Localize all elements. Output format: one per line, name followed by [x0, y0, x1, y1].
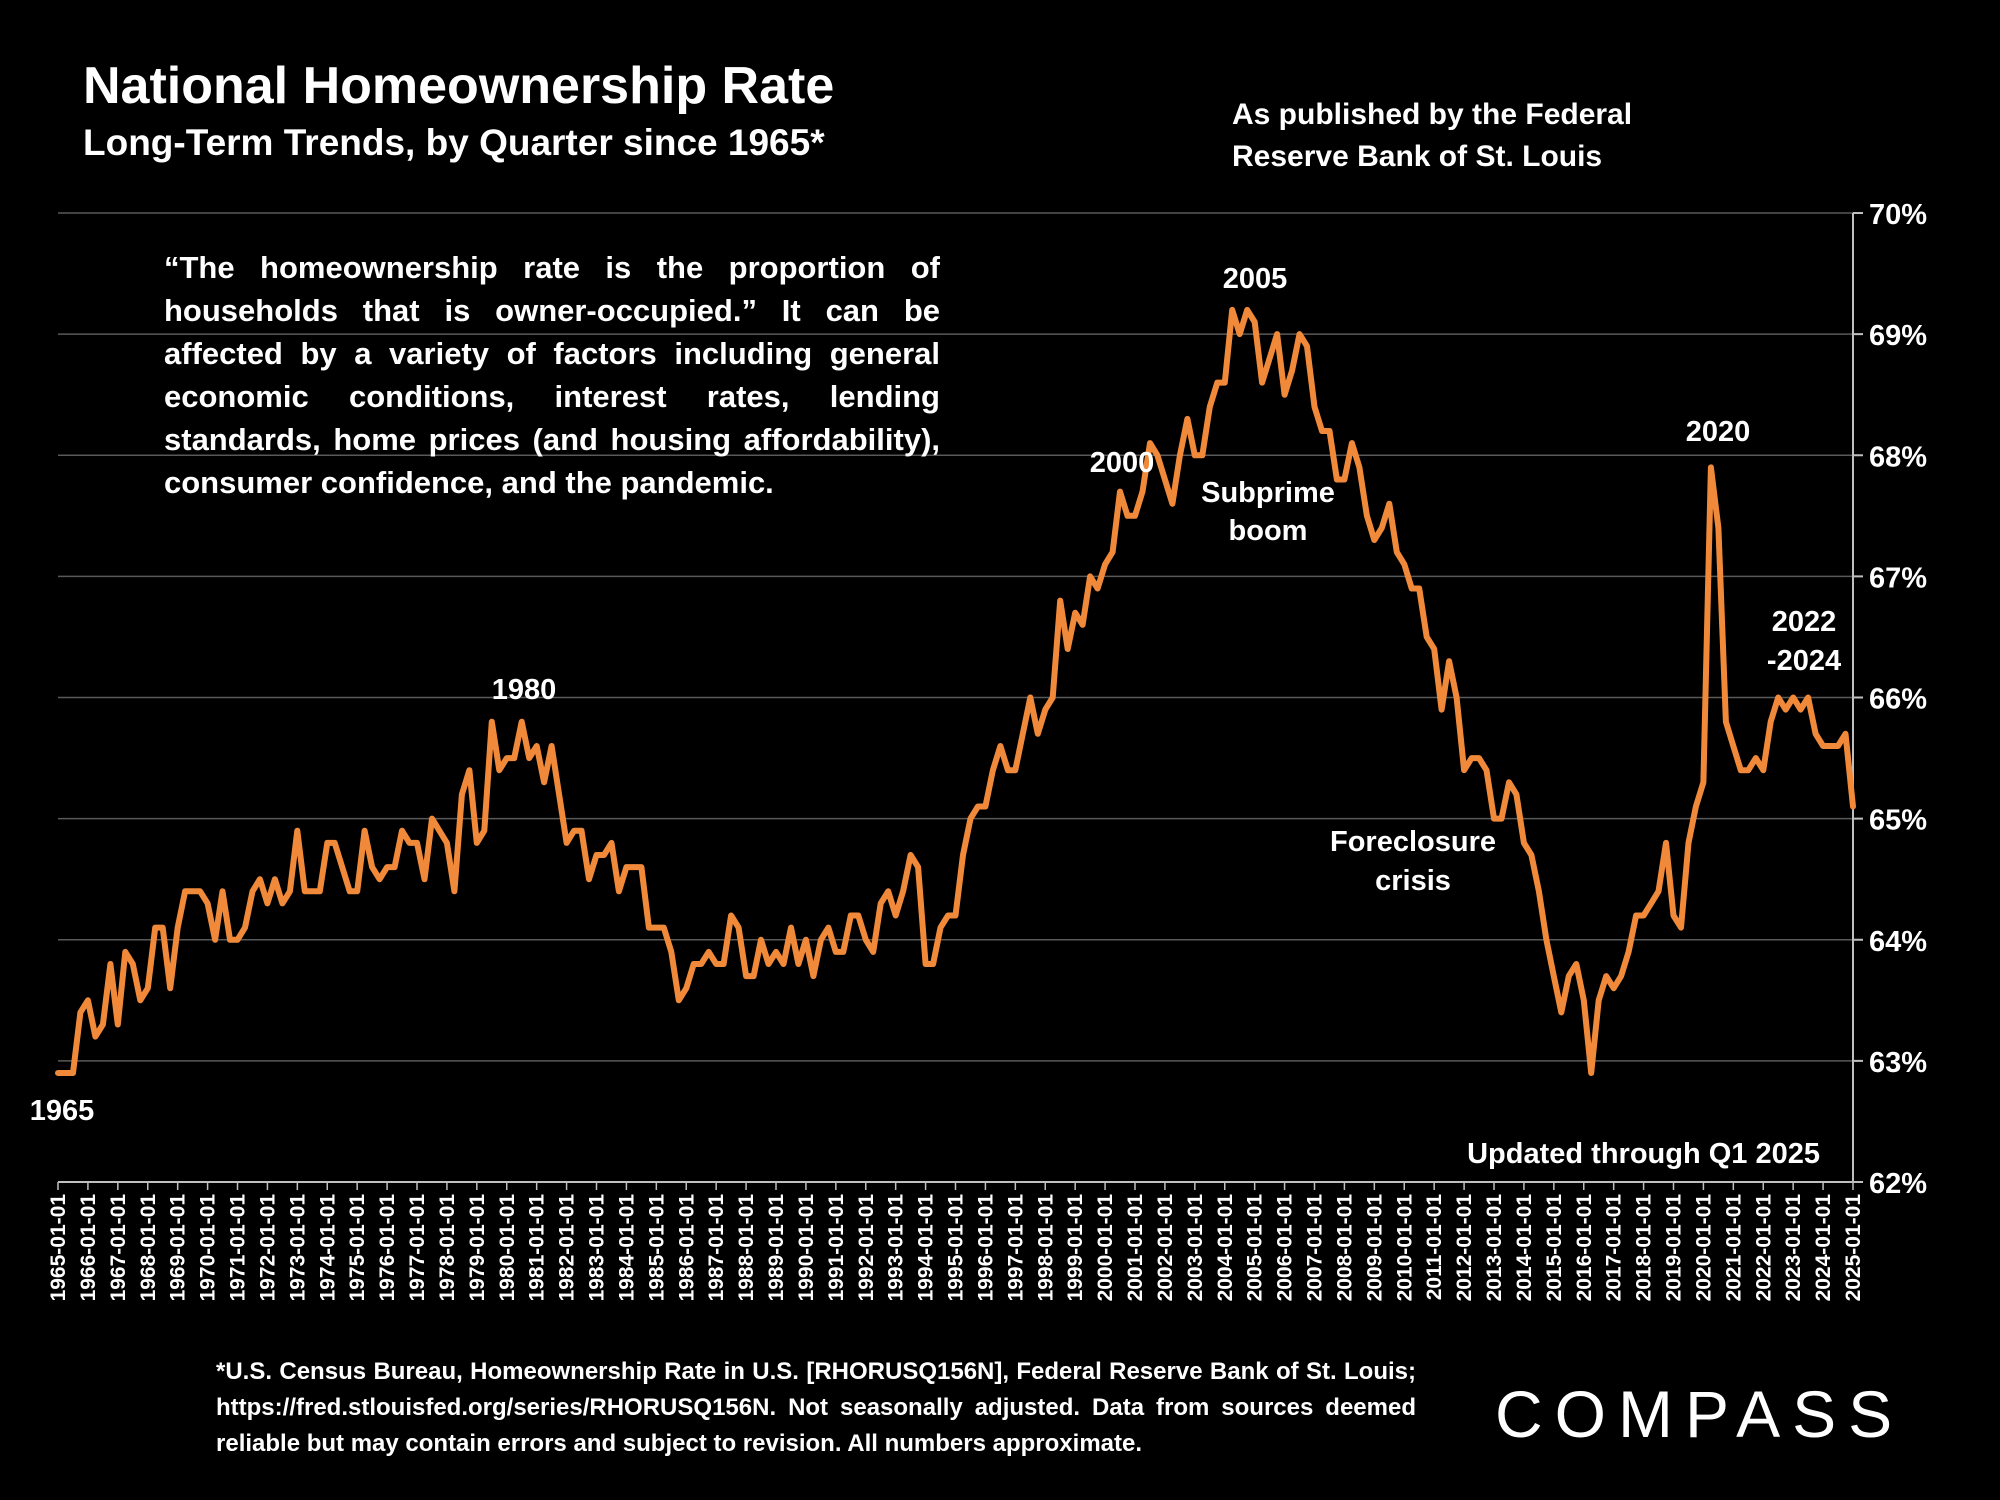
y-tick-label: 66%: [1869, 684, 1927, 716]
source-footnote: *U.S. Census Bureau, Homeownership Rate …: [216, 1358, 1416, 1457]
x-tick-label: 2003-01-01: [1184, 1194, 1207, 1302]
x-tick-label: 2004-01-01: [1214, 1194, 1237, 1302]
x-tick-label: 2005-01-01: [1244, 1194, 1267, 1302]
x-tick-label: 1965-01-01: [47, 1194, 70, 1302]
x-tick-label: 2022-01-01: [1752, 1194, 1775, 1302]
x-tick-label: 1987-01-01: [705, 1194, 728, 1302]
x-tick-label: 1971-01-01: [227, 1194, 250, 1302]
x-tick-label: 1988-01-01: [735, 1194, 758, 1302]
x-tick-label: 2020-01-01: [1692, 1194, 1715, 1302]
x-tick-label: 1976-01-01: [376, 1194, 399, 1302]
x-tick-label: 1980-01-01: [496, 1194, 519, 1302]
compass-logo: COMPASS: [1495, 1377, 1905, 1451]
annotations: 1965 1980 2000 2005 Subprime boom Foreclosure c…: [30, 263, 1841, 1170]
x-tick-label: 1967-01-01: [107, 1194, 130, 1302]
annotation-label: Subprime: [1201, 477, 1335, 509]
x-tick-label: 1969-01-01: [167, 1194, 190, 1302]
x-tick-label: 2019-01-01: [1663, 1194, 1686, 1302]
y-tick-label: 67%: [1869, 562, 1927, 594]
x-tick-label: 2014-01-01: [1513, 1194, 1536, 1302]
x-tick-label: 2016-01-01: [1573, 1194, 1596, 1302]
x-tick-label: 1991-01-01: [825, 1194, 848, 1302]
x-tick-label: 2012-01-01: [1453, 1194, 1476, 1302]
definition-quote: “The homeownership rate is the proportio…: [164, 250, 940, 500]
y-tick-label: 69%: [1869, 320, 1927, 352]
x-tick-label: 2015-01-01: [1543, 1194, 1566, 1302]
x-tick-label: 2013-01-01: [1483, 1194, 1506, 1302]
source-note-line-1: As published by the Federal: [1232, 98, 1633, 131]
chart-title: National Homeownership Rate: [83, 57, 835, 115]
annotation-label: Foreclosure: [1330, 826, 1496, 858]
x-tick-label: 2018-01-01: [1633, 1194, 1656, 1302]
x-tick-label: 1992-01-01: [855, 1194, 878, 1302]
x-tick-label: 1970-01-01: [197, 1194, 220, 1302]
x-tick-label: 1993-01-01: [885, 1194, 908, 1302]
x-tick-label: 1998-01-01: [1034, 1194, 1057, 1302]
x-tick-label: 2009-01-01: [1363, 1194, 1386, 1302]
annotation-label: 1980: [492, 674, 557, 706]
x-tick-label: 1999-01-01: [1064, 1194, 1087, 1302]
x-tick-label: 1977-01-01: [406, 1194, 429, 1302]
x-tick-label: 1978-01-01: [436, 1194, 459, 1302]
annotation-label: 2022: [1772, 606, 1837, 638]
x-tick-label: 1982-01-01: [556, 1194, 579, 1302]
x-tick-label: 2000-01-01: [1094, 1194, 1117, 1302]
x-tick-label: 1966-01-01: [77, 1194, 100, 1302]
x-tick-label: 1974-01-01: [316, 1194, 339, 1302]
annotation-label-line2: crisis: [1375, 865, 1451, 897]
x-tick-label: 2008-01-01: [1333, 1194, 1356, 1302]
x-tick-label: 1984-01-01: [615, 1194, 638, 1302]
x-tick-label: 2007-01-01: [1304, 1194, 1327, 1302]
x-tick-label: 1981-01-01: [526, 1194, 549, 1302]
annotation-label: Updated through Q1 2025: [1467, 1138, 1820, 1170]
x-tick-label: 1975-01-01: [346, 1194, 369, 1302]
annotation-label: 1965: [30, 1095, 95, 1127]
annotation-label: 2000: [1090, 447, 1155, 479]
x-tick-label: 1972-01-01: [256, 1194, 279, 1302]
x-tick-label: 2001-01-01: [1124, 1194, 1147, 1302]
x-tick-label: 1979-01-01: [466, 1194, 489, 1302]
y-tick-label: 62%: [1869, 1168, 1927, 1200]
x-tick-label: 1994-01-01: [915, 1194, 938, 1302]
x-tick-label: 2002-01-01: [1154, 1194, 1177, 1302]
x-tick-label: 1989-01-01: [765, 1194, 788, 1302]
x-tick-label: 1985-01-01: [645, 1194, 668, 1302]
x-tick-label: 1973-01-01: [286, 1194, 309, 1302]
chart-subtitle: Long-Term Trends, by Quarter since 1965*: [83, 122, 825, 163]
x-tick-label: 1990-01-01: [795, 1194, 818, 1302]
x-tick-label: 1997-01-01: [1004, 1194, 1027, 1302]
x-tick-label: 1996-01-01: [974, 1194, 997, 1302]
y-tick-label: 68%: [1869, 441, 1927, 473]
y-tick-label: 63%: [1869, 1047, 1927, 1079]
x-tick-label: 2010-01-01: [1393, 1194, 1416, 1302]
y-tick-label: 70%: [1869, 199, 1927, 231]
x-tick-label: 2025-01-01: [1842, 1194, 1865, 1302]
annotation-label: 2005: [1223, 263, 1288, 295]
y-tick-label: 64%: [1869, 926, 1927, 958]
x-tick-label: 1968-01-01: [137, 1194, 160, 1302]
x-tick-label: 2006-01-01: [1274, 1194, 1297, 1302]
annotation-label-line2: -2024: [1767, 645, 1841, 677]
x-axis-ticks: 1965-01-01 1966-01-01 1967-01-01 1968-01-01…: [47, 1182, 1865, 1301]
x-tick-label: 1995-01-01: [945, 1194, 968, 1302]
annotation-label-line2: boom: [1229, 515, 1308, 547]
x-tick-label: 2017-01-01: [1603, 1194, 1626, 1302]
series-group: [55, 306, 1856, 1076]
source-note-line-2: Reserve Bank of St. Louis: [1232, 140, 1603, 173]
series-line: [55, 306, 1856, 1076]
y-tick-label: 65%: [1869, 805, 1927, 837]
x-tick-label: 2011-01-01: [1423, 1194, 1446, 1301]
x-tick-label: 1983-01-01: [586, 1194, 609, 1302]
x-tick-label: 2024-01-01: [1812, 1194, 1835, 1302]
x-tick-label: 2021-01-01: [1722, 1194, 1745, 1302]
annotation-label: 2020: [1686, 416, 1751, 448]
gridlines: [58, 212, 1853, 1062]
x-tick-label: 1986-01-01: [675, 1194, 698, 1302]
x-tick-label: 2023-01-01: [1782, 1194, 1805, 1302]
source-note: As published by the Federal Reserve Bank…: [1232, 94, 1752, 178]
y-axis-ticks: 62% 63% 64% 65% 66% 67% 68% 69% 70%: [1853, 199, 1927, 1200]
